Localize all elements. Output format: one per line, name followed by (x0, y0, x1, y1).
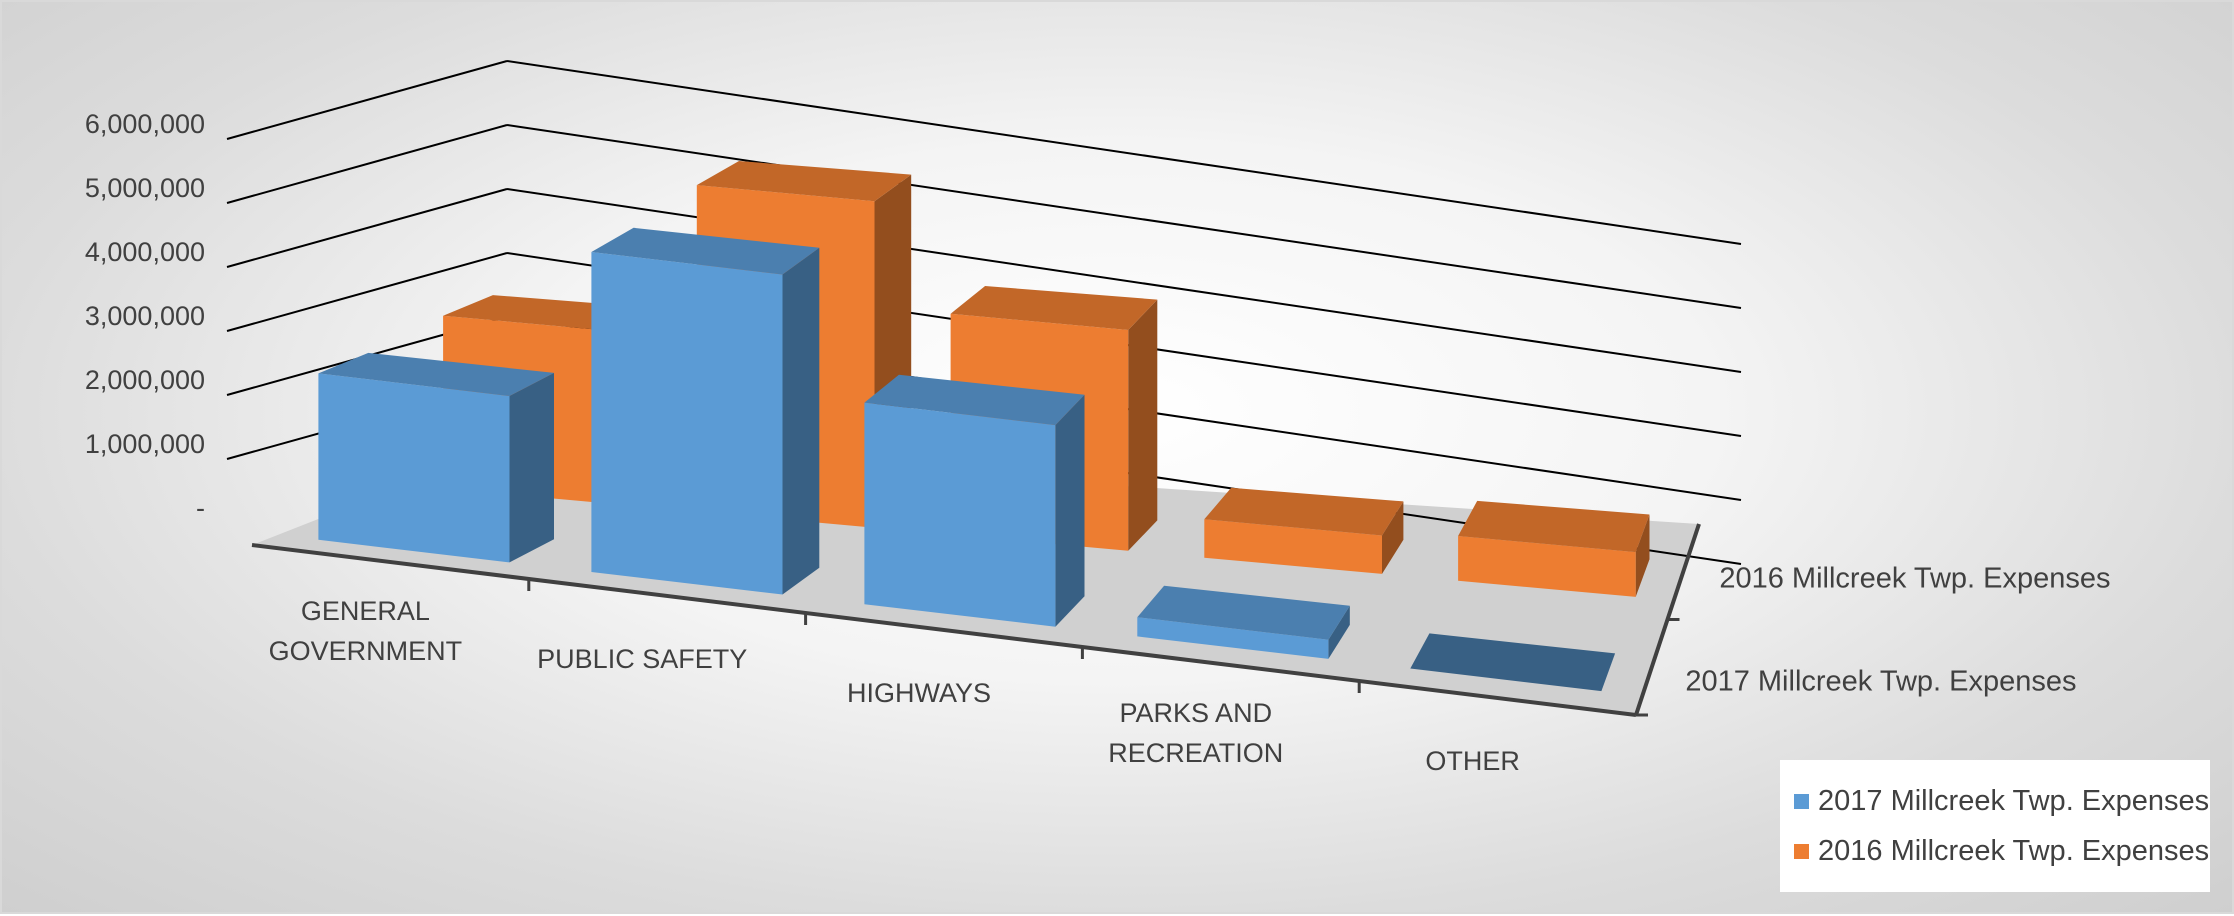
y-tick-label-3: 3,000,000 (85, 301, 205, 331)
category-label-3: PARKS AND RECREATION (1108, 698, 1283, 768)
category-label-0: GENERAL GOVERNMENT (269, 596, 463, 666)
label-layer: - 1,000,000 2,000,000 3,000,000 4,000,000 5,0… (85, 109, 2111, 776)
gridline-left-5 (226, 124, 508, 204)
legend-label-2016: 2016 Millcreek Twp. Expenses (1818, 834, 2210, 867)
category-label-4: OTHER (1425, 746, 1520, 776)
legend-label-2017: 2017 Millcreek Twp. Expenses (1818, 784, 2210, 817)
gridline-left-6 (226, 60, 508, 140)
legend: 2017 Millcreek Twp. Expenses 2016 Millcr… (1780, 760, 2210, 892)
series-axis-label-1: 2016 Millcreek Twp. Expenses (1719, 562, 2110, 594)
category-label-1: PUBLIC SAFETY (537, 644, 747, 674)
gridline-back-5 (506, 124, 1742, 309)
bar-2016-4 (1458, 500, 1650, 597)
legend-item-2016: 2016 Millcreek Twp. Expenses (1794, 826, 2209, 876)
y-tick-label-2: 2,000,000 (85, 365, 205, 395)
y-tick-label-0: - (196, 493, 205, 523)
bar-2017-2 (864, 374, 1085, 627)
bar-2017-0 (318, 352, 554, 563)
y-tick-label-5: 5,000,000 (85, 173, 205, 203)
legend-swatch-2016 (1794, 843, 1809, 859)
gridline-left-4 (226, 188, 508, 268)
y-tick-label-4: 4,000,000 (85, 237, 205, 267)
bar-2017-3 (1137, 585, 1350, 659)
gridline-back-6 (506, 60, 1742, 245)
category-axis (251, 543, 1637, 717)
gridline-left-3 (226, 252, 508, 332)
y-tick-label-1: 1,000,000 (85, 429, 205, 459)
axis-layer (251, 523, 1701, 717)
bar-2017-4 (1410, 633, 1616, 692)
legend-swatch-2017 (1794, 793, 1809, 809)
bar-2016-3 (1204, 487, 1404, 574)
category-label-2: HIGHWAYS (847, 678, 991, 708)
series-axis-label-0: 2017 Millcreek Twp. Expenses (1685, 666, 2076, 698)
y-tick-label-6: 6,000,000 (85, 109, 205, 139)
bar-2017-1 (591, 227, 820, 595)
bar-layer (318, 161, 1650, 692)
legend-item-2017: 2017 Millcreek Twp. Expenses (1794, 776, 2209, 826)
